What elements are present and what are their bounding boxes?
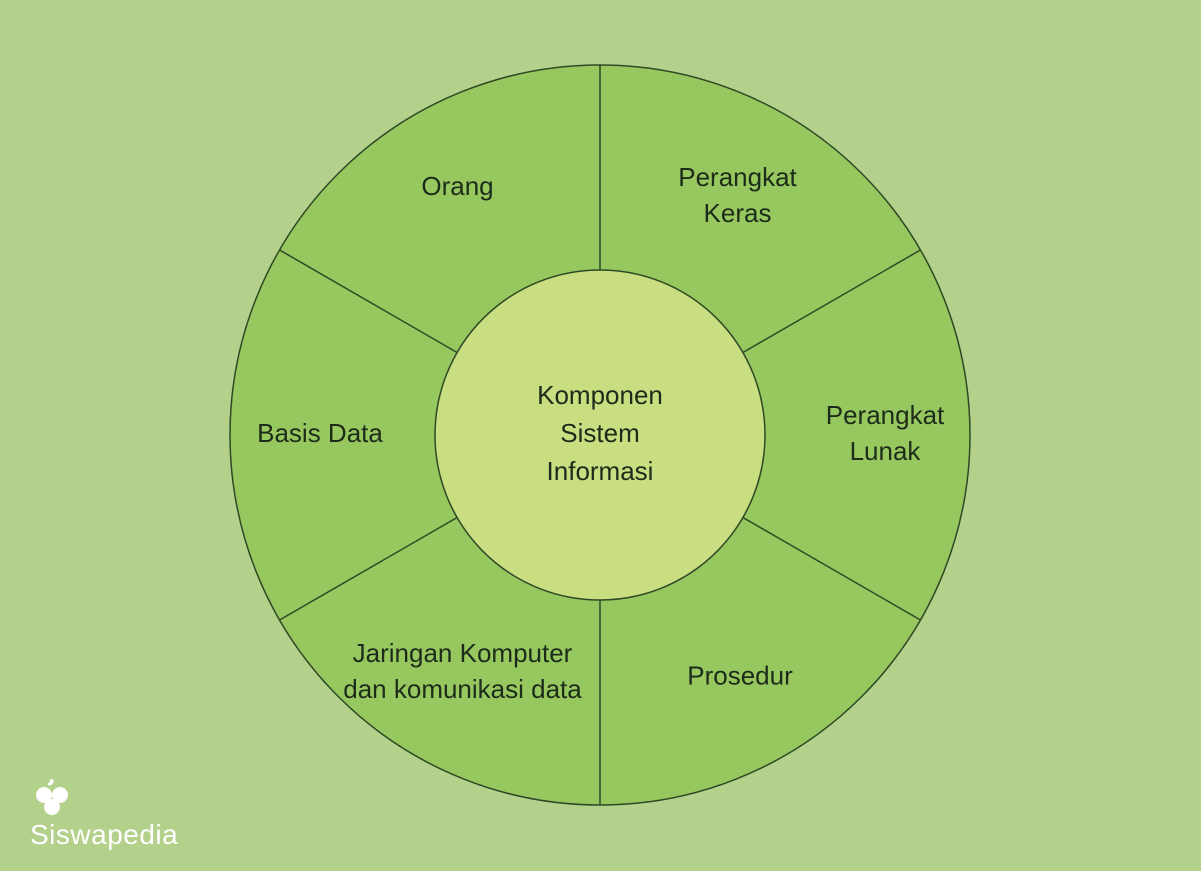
segment-label: Basis Data: [257, 418, 383, 448]
watermark-text: Siswapedia: [30, 819, 178, 851]
segment-label: Prosedur: [687, 660, 793, 690]
logo-icon: [30, 773, 76, 815]
diagram-canvas: PerangkatKerasPerangkatLunakProsedurJari…: [0, 0, 1201, 871]
segment-label: Orang: [421, 171, 493, 201]
watermark: Siswapedia: [30, 773, 178, 851]
radial-chart: PerangkatKerasPerangkatLunakProsedurJari…: [0, 0, 1201, 871]
